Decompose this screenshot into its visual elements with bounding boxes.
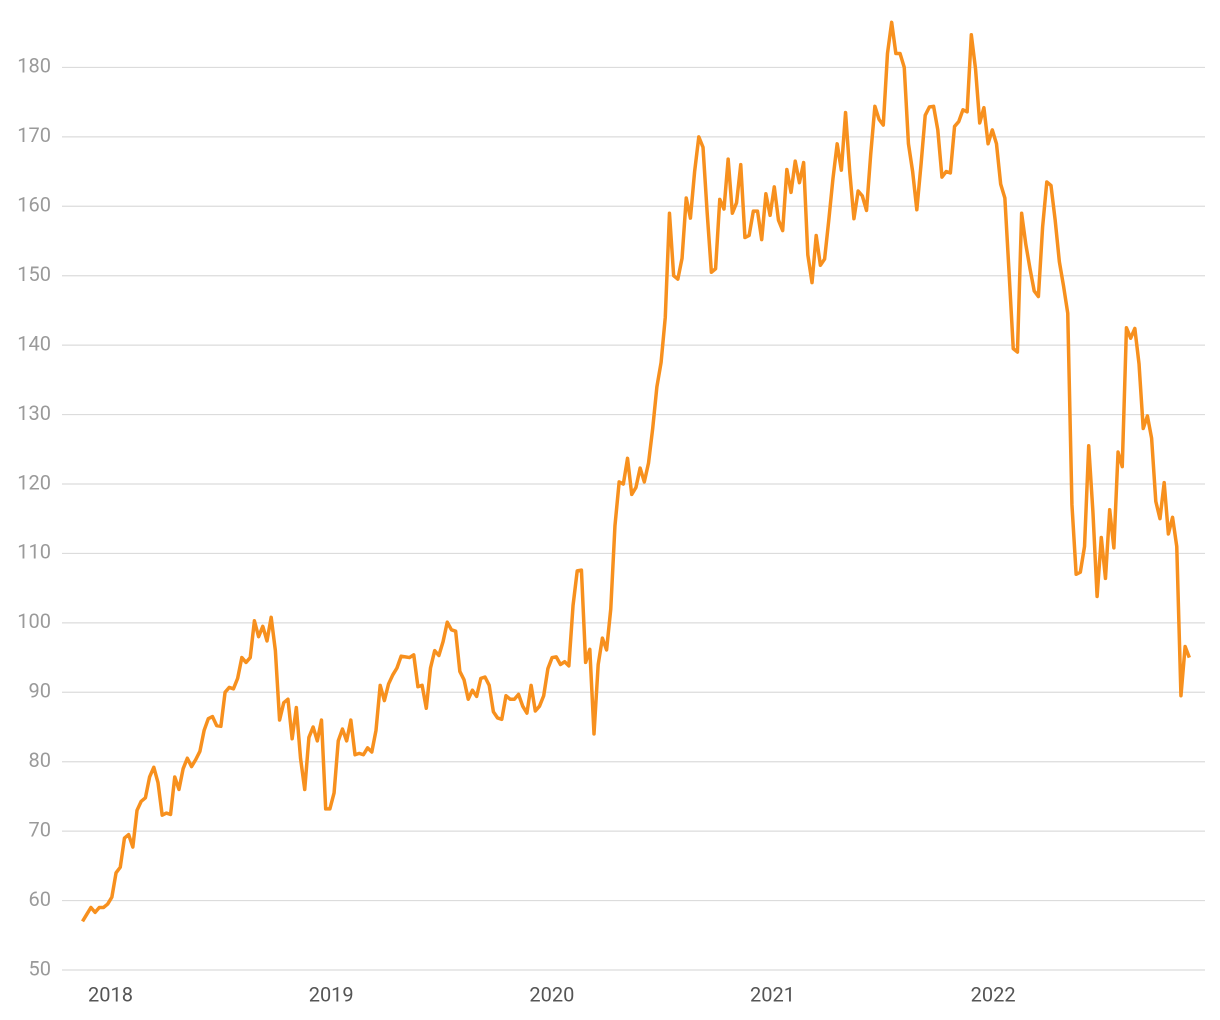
- y-tick-label: 180: [17, 54, 51, 78]
- y-tick-label: 130: [17, 401, 51, 425]
- x-tick-label: 2021: [750, 982, 795, 1006]
- y-tick-label: 70: [29, 817, 51, 841]
- y-tick-label: 150: [17, 262, 51, 286]
- y-tick-label: 60: [29, 887, 51, 911]
- y-tick-label: 80: [29, 748, 51, 772]
- y-tick-label: 90: [29, 679, 51, 703]
- x-tick-label: 2020: [529, 982, 574, 1006]
- y-tick-label: 50: [29, 956, 51, 980]
- x-tick-label: 2022: [971, 982, 1016, 1006]
- y-tick-label: 110: [17, 540, 51, 564]
- x-tick-label: 2018: [88, 982, 133, 1006]
- y-tick-label: 100: [17, 609, 51, 633]
- y-tick-label: 160: [17, 193, 51, 217]
- data-line: [81, 20, 1191, 923]
- x-tick-label: 2019: [309, 982, 354, 1006]
- y-tick-label: 170: [17, 123, 51, 147]
- y-tick-label: 140: [17, 331, 51, 355]
- y-tick-label: 120: [17, 470, 51, 494]
